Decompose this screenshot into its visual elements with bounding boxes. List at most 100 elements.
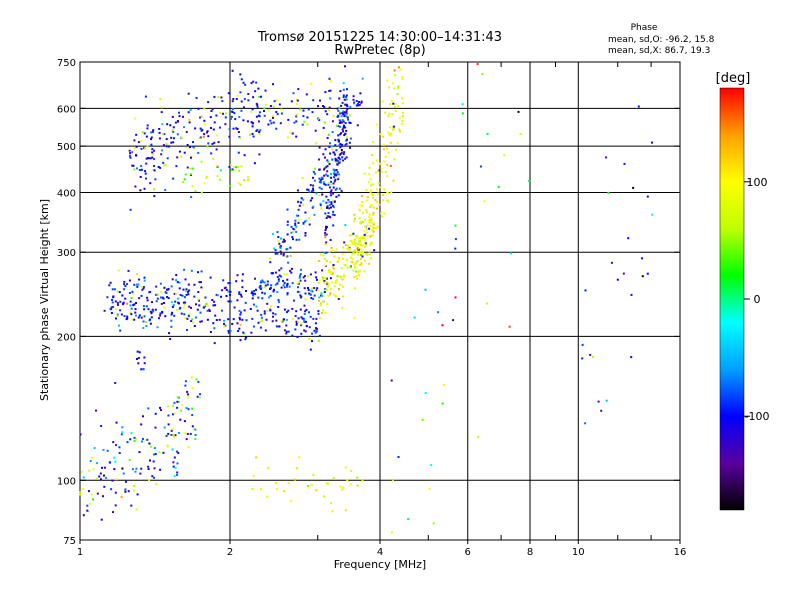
- echo-point: [106, 449, 109, 452]
- echo-point: [382, 193, 385, 196]
- echo-point: [237, 330, 240, 332]
- echo-point: [315, 489, 318, 492]
- echo-point: [309, 348, 312, 351]
- echo-point: [150, 136, 153, 139]
- echo-point: [314, 142, 317, 145]
- echo-point: [191, 318, 194, 321]
- echo-point: [322, 281, 325, 284]
- echo-point: [379, 186, 382, 189]
- echo-point: [240, 109, 243, 112]
- echo-point: [238, 291, 241, 294]
- echo-point: [270, 284, 273, 287]
- echo-point: [190, 269, 193, 272]
- echo-point: [342, 285, 344, 288]
- echo-point: [327, 284, 330, 287]
- echo-point: [149, 318, 151, 321]
- echo-point: [348, 121, 351, 124]
- echo-point: [378, 203, 381, 206]
- echo-point: [296, 103, 299, 106]
- echo-point: [254, 90, 257, 93]
- colorbar-tick-label: 0: [754, 293, 761, 306]
- echo-point: [140, 423, 143, 426]
- echo-point: [295, 214, 298, 217]
- echo-point: [322, 309, 324, 312]
- echo-point: [605, 399, 608, 402]
- echo-point: [329, 89, 332, 92]
- echo-point: [286, 284, 289, 287]
- echo-point: [258, 111, 261, 114]
- echo-point: [322, 254, 325, 257]
- echo-point: [269, 304, 272, 307]
- echo-point: [338, 144, 341, 147]
- echo-point: [297, 218, 300, 221]
- echo-point: [188, 289, 191, 292]
- echo-point: [172, 413, 174, 416]
- echo-point: [327, 294, 330, 297]
- echo-point: [282, 238, 285, 241]
- echo-point: [134, 438, 137, 441]
- echo-point: [166, 288, 168, 291]
- echo-point: [630, 356, 633, 359]
- echo-point: [129, 152, 132, 155]
- echo-point: [398, 66, 400, 69]
- echo-point: [198, 396, 201, 399]
- echo-point: [336, 260, 339, 263]
- echo-point: [305, 308, 308, 311]
- echo-point: [318, 299, 320, 302]
- echo-point: [393, 158, 396, 161]
- echo-point: [374, 171, 377, 174]
- echo-point: [295, 135, 298, 138]
- echo-point: [318, 158, 321, 161]
- echo-point: [361, 201, 363, 203]
- echo-point: [141, 288, 144, 291]
- echo-point: [215, 319, 218, 321]
- echo-point: [170, 136, 173, 139]
- echo-point: [130, 151, 133, 154]
- echo-point: [386, 199, 389, 202]
- echo-point: [129, 304, 132, 307]
- echo-point: [198, 281, 201, 284]
- echo-point: [238, 327, 241, 330]
- echo-point: [318, 279, 321, 282]
- echo-point: [197, 151, 200, 154]
- echo-point: [309, 293, 312, 296]
- echo-point: [157, 166, 160, 168]
- echo-point: [349, 122, 352, 124]
- echo-point: [597, 400, 600, 403]
- echo-point: [184, 317, 187, 320]
- echo-point: [287, 118, 290, 121]
- echo-point: [190, 376, 193, 379]
- echo-point: [384, 155, 387, 158]
- echo-point: [215, 293, 218, 296]
- echo-point: [126, 315, 129, 318]
- echo-point: [329, 97, 332, 100]
- echo-point: [273, 288, 275, 291]
- echo-point: [387, 192, 390, 195]
- echo-point: [326, 206, 328, 209]
- echo-point: [302, 203, 305, 206]
- echo-point: [165, 435, 168, 437]
- y-tick-label: 600: [57, 104, 76, 115]
- echo-point: [367, 181, 370, 184]
- echo-point: [307, 188, 310, 191]
- echo-point: [218, 318, 221, 321]
- echo-point: [340, 115, 343, 118]
- echo-point: [241, 273, 244, 276]
- echo-point: [479, 165, 482, 168]
- echo-point: [282, 240, 285, 243]
- echo-point: [152, 153, 155, 156]
- echo-point: [123, 315, 126, 318]
- echo-point: [302, 276, 305, 279]
- echo-point: [380, 170, 383, 173]
- echo-point: [115, 478, 118, 481]
- echo-point: [334, 280, 337, 282]
- echo-point: [381, 215, 383, 218]
- echo-point: [353, 217, 356, 220]
- echo-point: [331, 213, 334, 216]
- echo-point: [231, 69, 234, 72]
- echo-point: [79, 433, 82, 436]
- echo-point: [344, 111, 347, 114]
- echo-point: [120, 433, 123, 436]
- echo-point: [133, 303, 136, 306]
- echo-point: [216, 164, 219, 167]
